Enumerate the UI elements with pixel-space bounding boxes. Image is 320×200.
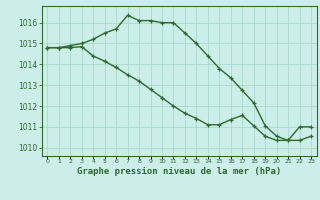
X-axis label: Graphe pression niveau de la mer (hPa): Graphe pression niveau de la mer (hPa) xyxy=(77,167,281,176)
